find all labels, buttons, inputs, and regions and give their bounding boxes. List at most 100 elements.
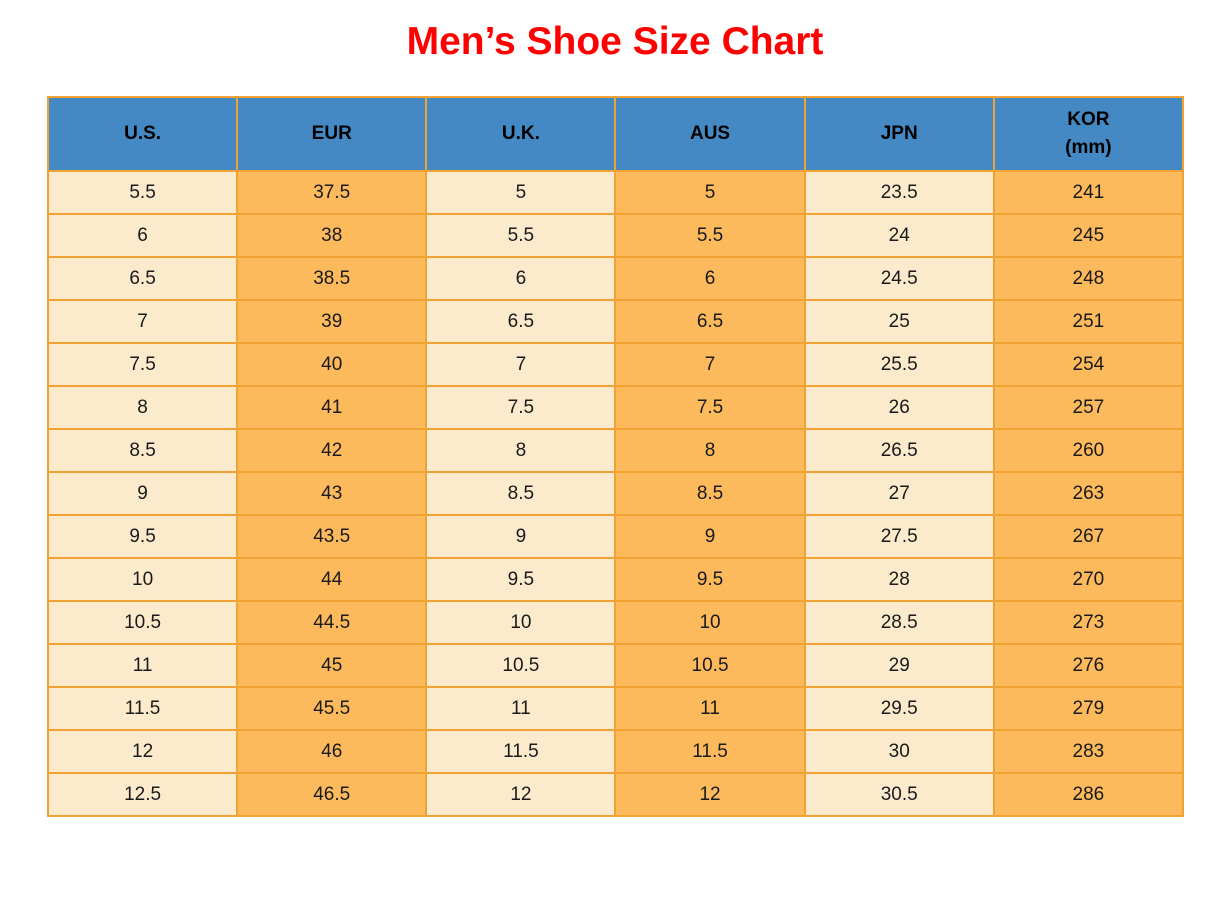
table-cell: 5 [425,170,617,215]
table-cell: 248 [992,256,1185,301]
table-cell: 9.5 [46,514,239,559]
table-cell: 42 [236,428,428,473]
table-cell: 9.5 [614,557,806,602]
table-row: 9.5 43.5 9 9 27.5 267 [46,514,1185,559]
table-cell: 9.5 [425,557,617,602]
table-cell: 6.5 [46,256,239,301]
table-cell: 46 [236,729,428,774]
table-cell: 12.5 [46,772,239,817]
table-cell: 6 [425,256,617,301]
table-cell: 241 [992,170,1185,215]
table-cell: 286 [992,772,1185,817]
table-cell: 279 [992,686,1185,731]
table-cell: 270 [992,557,1185,602]
table-cell: 8.5 [425,471,617,516]
table-cell: 7 [614,342,806,387]
table-cell: 6 [46,213,239,258]
table-cell: 30.5 [803,772,995,817]
table-cell: 44 [236,557,428,602]
table-cell: 257 [992,385,1185,430]
column-header-2: U.K. [425,96,617,172]
table-cell: 7.5 [425,385,617,430]
column-header-0: U.S. [46,96,239,172]
page-title: Men’s Shoe Size Chart [406,20,824,63]
table-row: 10 44 9.5 9.5 28 270 [46,557,1185,602]
column-header-4: JPN [803,96,995,172]
table-cell: 43.5 [236,514,428,559]
table-cell: 8.5 [614,471,806,516]
table-cell: 8 [614,428,806,473]
header-row: U.S. EUR U.K. AUS JPN KOR (mm) [46,96,1185,172]
table-row: 11 45 10.5 10.5 29 276 [46,643,1185,688]
table-cell: 39 [236,299,428,344]
table-cell: 27.5 [803,514,995,559]
table-cell: 12 [46,729,239,774]
table-cell: 263 [992,471,1185,516]
table-row: 10.5 44.5 10 10 28.5 273 [46,600,1185,645]
table-cell: 10 [425,600,617,645]
table-cell: 28.5 [803,600,995,645]
table-cell: 8 [425,428,617,473]
table-row: 9 43 8.5 8.5 27 263 [46,471,1185,516]
table-cell: 245 [992,213,1185,258]
table-header: U.S. EUR U.K. AUS JPN KOR (mm) [46,96,1185,172]
table-cell: 27 [803,471,995,516]
table-cell: 11 [425,686,617,731]
column-header-3: AUS [614,96,806,172]
table-cell: 11 [614,686,806,731]
table-cell: 37.5 [236,170,428,215]
table-row: 11.5 45.5 11 11 29.5 279 [46,686,1185,731]
table-cell: 45.5 [236,686,428,731]
table-cell: 283 [992,729,1185,774]
table-cell: 10.5 [425,643,617,688]
table-row: 8 41 7.5 7.5 26 257 [46,385,1185,430]
table-cell: 38 [236,213,428,258]
table-cell: 7.5 [46,342,239,387]
table-cell: 26.5 [803,428,995,473]
table-cell: 26 [803,385,995,430]
table-cell: 267 [992,514,1185,559]
table-cell: 6.5 [425,299,617,344]
table-cell: 38.5 [236,256,428,301]
table-cell: 11.5 [425,729,617,774]
table-row: 7 39 6.5 6.5 25 251 [46,299,1185,344]
table-cell: 9 [614,514,806,559]
table-cell: 10 [614,600,806,645]
table-cell: 8.5 [46,428,239,473]
table-cell: 46.5 [236,772,428,817]
table-cell: 44.5 [236,600,428,645]
table-cell: 10.5 [614,643,806,688]
table-cell: 9 [46,471,239,516]
table-cell: 29.5 [803,686,995,731]
table-cell: 11.5 [46,686,239,731]
table-cell: 23.5 [803,170,995,215]
table-cell: 11 [46,643,239,688]
table-cell: 28 [803,557,995,602]
table-cell: 6.5 [614,299,806,344]
table-body: 5.5 37.5 5 5 23.5 241 6 38 5.5 5.5 24 245 6.5 38.5 6 6 2… [46,170,1185,817]
table-cell: 41 [236,385,428,430]
table-cell: 273 [992,600,1185,645]
table-row: 6 38 5.5 5.5 24 245 [46,213,1185,258]
table-cell: 10.5 [46,600,239,645]
table-cell: 12 [425,772,617,817]
table-cell: 10 [46,557,239,602]
table-row: 12.5 46.5 12 12 30.5 286 [46,772,1185,817]
table-row: 5.5 37.5 5 5 23.5 241 [46,170,1185,215]
table-cell: 25.5 [803,342,995,387]
table-cell: 24 [803,213,995,258]
table-cell: 29 [803,643,995,688]
table-cell: 25 [803,299,995,344]
shoe-size-table: U.S. EUR U.K. AUS JPN KOR (mm) 5.5 37.5 5 5 23.5 2… [46,96,1185,817]
table-cell: 43 [236,471,428,516]
table-cell: 8 [46,385,239,430]
table-row: 7.5 40 7 7 25.5 254 [46,342,1185,387]
table-cell: 254 [992,342,1185,387]
table-cell: 24.5 [803,256,995,301]
table-row: 12 46 11.5 11.5 30 283 [46,729,1185,774]
table-cell: 5.5 [46,170,239,215]
table-cell: 7.5 [614,385,806,430]
table-cell: 5 [614,170,806,215]
table-row: 6.5 38.5 6 6 24.5 248 [46,256,1185,301]
